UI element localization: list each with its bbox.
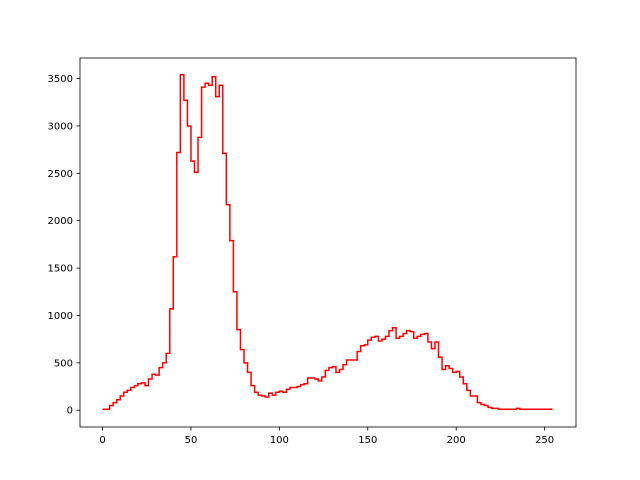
y-tick-label: 0 bbox=[67, 406, 73, 417]
y-tick-label: 3500 bbox=[48, 74, 73, 85]
y-tick-label: 1500 bbox=[48, 264, 73, 275]
x-tick-label: 0 bbox=[99, 435, 105, 446]
plot-frame bbox=[79, 57, 577, 428]
x-tick-label: 100 bbox=[270, 435, 289, 446]
y-tick-label: 1000 bbox=[48, 311, 73, 322]
y-tick-label: 2500 bbox=[48, 169, 73, 180]
x-tick-label: 150 bbox=[358, 435, 377, 446]
x-tick-label: 250 bbox=[535, 435, 554, 446]
y-tick-label: 3000 bbox=[48, 121, 73, 132]
x-tick-label: 200 bbox=[447, 435, 466, 446]
y-tick-label: 2000 bbox=[48, 216, 73, 227]
y-tick-label: 500 bbox=[54, 358, 73, 369]
x-tick-label: 50 bbox=[185, 435, 198, 446]
histogram-line bbox=[102, 74, 553, 411]
